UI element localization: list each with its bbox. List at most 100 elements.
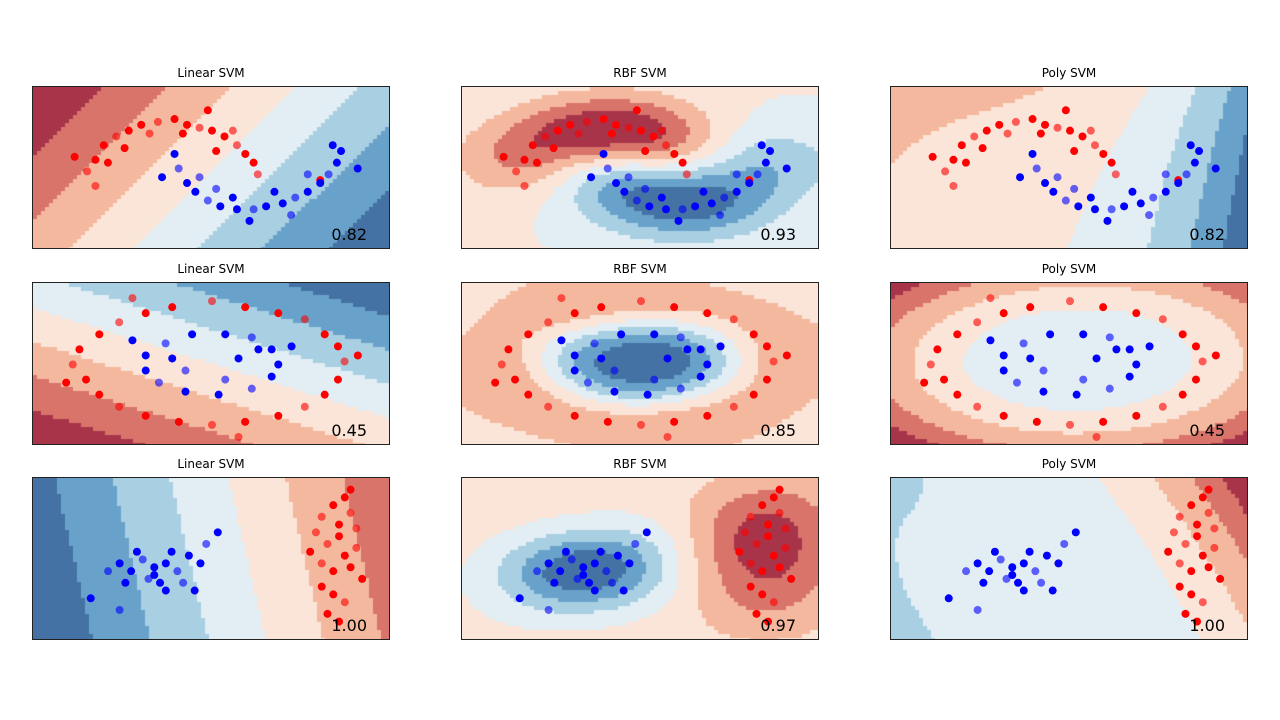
accuracy-score: 0.45 xyxy=(331,421,367,440)
data-point-blue xyxy=(661,205,670,214)
data-point-red xyxy=(1187,567,1196,576)
data-point-red xyxy=(300,402,309,411)
data-point-red xyxy=(1198,357,1207,366)
data-point-blue xyxy=(1032,164,1041,173)
data-point-blue xyxy=(1161,187,1170,196)
data-point-blue xyxy=(213,528,222,537)
data-point-red xyxy=(241,417,250,426)
data-point-red xyxy=(340,551,349,560)
data-point-red xyxy=(749,390,758,399)
data-point-blue xyxy=(602,567,611,576)
data-point-red xyxy=(758,567,767,576)
data-point-blue xyxy=(234,354,243,363)
accuracy-score: 0.82 xyxy=(331,225,367,244)
data-point-red xyxy=(335,520,344,529)
data-point-blue xyxy=(707,199,716,208)
data-point-blue xyxy=(1105,333,1114,342)
subplot-title: RBF SVM xyxy=(613,457,667,471)
data-point-blue xyxy=(1182,170,1191,179)
data-point-blue xyxy=(1031,567,1040,576)
data-point-red xyxy=(1107,158,1116,167)
data-point-blue xyxy=(202,539,211,548)
accuracy-score: 1.00 xyxy=(331,616,367,635)
data-point-red xyxy=(1090,141,1099,150)
data-point-red xyxy=(333,375,342,384)
data-point-blue xyxy=(221,375,230,384)
data-point-blue xyxy=(703,360,712,369)
data-point-blue xyxy=(1046,330,1055,339)
data-point-red xyxy=(787,574,796,583)
data-point-red xyxy=(566,120,575,129)
scatter-points xyxy=(920,294,1220,441)
data-point-blue xyxy=(745,179,754,188)
data-point-red xyxy=(781,524,790,533)
data-point-red xyxy=(995,120,1004,129)
data-point-blue xyxy=(990,547,999,556)
data-point-blue xyxy=(1019,339,1028,348)
data-point-red xyxy=(624,123,633,132)
data-point-blue xyxy=(643,390,652,399)
data-point-blue xyxy=(617,330,626,339)
data-point-red xyxy=(703,411,712,420)
data-point-blue xyxy=(544,605,553,614)
data-point-blue xyxy=(1014,578,1023,587)
data-point-blue xyxy=(247,384,256,393)
data-point-red xyxy=(940,375,949,384)
data-point-red xyxy=(352,543,361,552)
data-point-red xyxy=(1028,115,1037,124)
data-point-blue xyxy=(337,147,346,156)
data-point-blue xyxy=(1048,586,1057,595)
data-point-red xyxy=(183,120,192,129)
data-point-blue xyxy=(716,211,725,220)
data-point-blue xyxy=(999,366,1008,375)
data-point-blue xyxy=(86,594,95,603)
data-point-blue xyxy=(170,149,179,158)
data-point-blue xyxy=(274,360,283,369)
data-point-red xyxy=(1216,574,1225,583)
data-point-red xyxy=(497,360,506,369)
data-point-red xyxy=(323,539,332,548)
data-point-blue xyxy=(254,345,263,354)
data-point-blue xyxy=(267,372,276,381)
data-point-red xyxy=(1066,126,1074,135)
data-point-blue xyxy=(720,193,729,202)
data-point-red xyxy=(1210,543,1219,552)
data-point-red xyxy=(178,129,187,138)
data-point-red xyxy=(141,309,150,318)
data-point-red xyxy=(320,390,329,399)
data-point-blue xyxy=(1128,187,1137,196)
decision-boundary-contour xyxy=(33,87,389,248)
data-point-red xyxy=(999,411,1008,420)
data-point-blue xyxy=(650,330,659,339)
data-point-blue xyxy=(590,339,599,348)
data-point-blue xyxy=(579,563,588,572)
accuracy-score: 0.82 xyxy=(1189,225,1225,244)
data-point-red xyxy=(340,357,349,366)
data-point-red xyxy=(970,132,979,141)
data-point-red xyxy=(1181,539,1190,548)
data-point-blue xyxy=(115,605,124,614)
data-point-red xyxy=(83,167,92,176)
data-point-red xyxy=(1053,123,1062,132)
scatter-points xyxy=(70,106,362,225)
data-point-red xyxy=(1198,598,1207,607)
data-point-red xyxy=(70,152,79,161)
data-point-blue xyxy=(761,158,770,167)
data-point-blue xyxy=(753,170,762,179)
data-point-red xyxy=(170,115,179,124)
scatter-points xyxy=(491,294,791,441)
data-point-red xyxy=(1032,417,1041,426)
data-point-blue xyxy=(203,196,212,205)
data-point-blue xyxy=(232,205,241,214)
data-point-blue xyxy=(1136,199,1145,208)
accuracy-score: 0.85 xyxy=(760,421,796,440)
data-point-red xyxy=(982,126,991,135)
data-point-red xyxy=(520,181,529,190)
data-point-blue xyxy=(691,202,700,211)
data-point-blue xyxy=(1195,147,1204,156)
data-point-red xyxy=(752,609,761,618)
plot-area: 1.00 xyxy=(32,477,390,640)
data-point-red xyxy=(317,512,326,521)
data-point-red xyxy=(541,132,550,141)
data-point-blue xyxy=(1060,539,1069,548)
